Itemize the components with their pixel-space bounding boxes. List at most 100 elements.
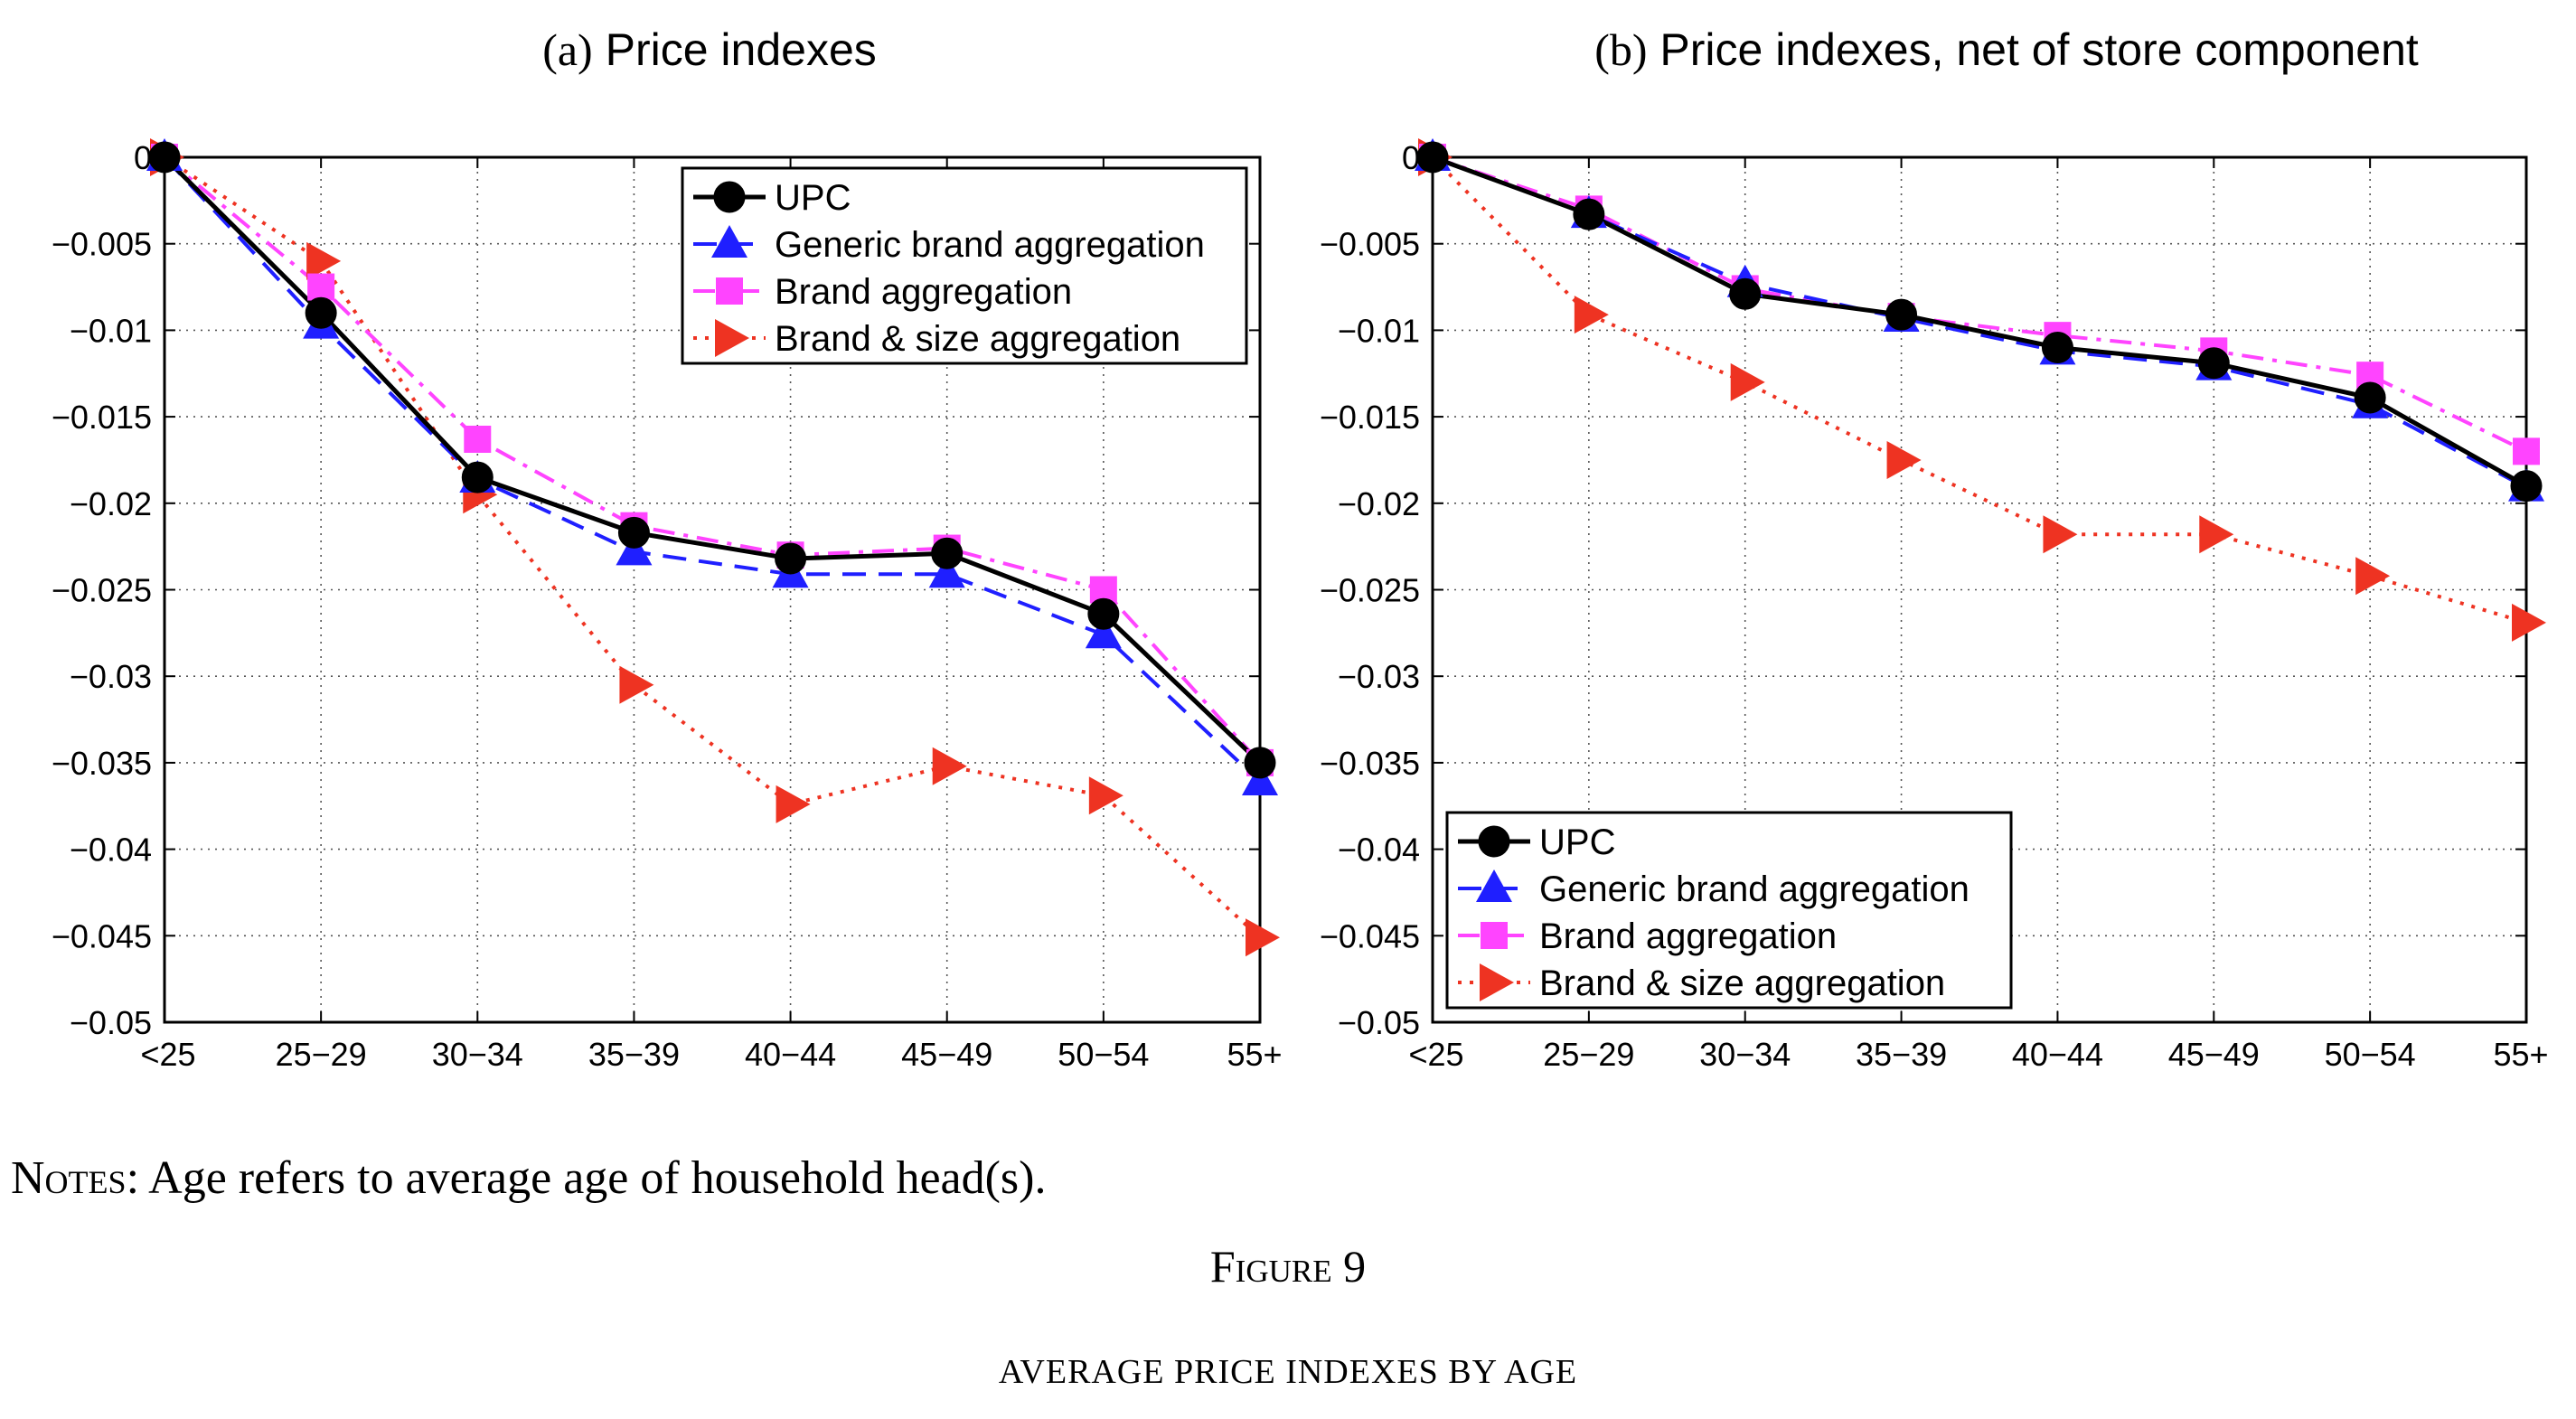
chart-b-point <box>1885 298 1918 331</box>
chart-a-xtick-label: 30−34 <box>432 1036 523 1073</box>
chart-b-point <box>2513 437 2540 465</box>
chart-a-point <box>1246 918 1280 957</box>
chart-a-ytick-label: −0.03 <box>70 658 152 695</box>
chart-b-ytick-label: −0.035 <box>1320 745 1420 782</box>
chart-b-point <box>2199 515 2234 554</box>
chart-a-xtick-label: 25−29 <box>276 1036 367 1073</box>
chart-b-point <box>1574 296 1609 334</box>
chart-a-title-text: Price indexes <box>606 24 877 75</box>
chart-a-ytick-label: −0.02 <box>70 485 152 522</box>
chart-b-point <box>1416 141 1449 174</box>
chart-b-legend-marker <box>1481 922 1508 949</box>
chart-b-legend-label: Brand aggregation <box>1539 916 1837 956</box>
chart-b-point <box>2043 515 2078 554</box>
chart-a-point <box>1244 747 1276 779</box>
chart-b-series-line <box>1431 155 2527 625</box>
chart-b-ytick-label: −0.015 <box>1320 399 1420 436</box>
figure-caption: AVERAGE PRICE INDEXES BY AGE <box>999 1353 1577 1391</box>
chart-a-point <box>307 273 335 301</box>
chart-a-xtick-label: 40−44 <box>745 1036 836 1073</box>
chart-b-point <box>1573 198 1605 230</box>
chart-a-legend-box <box>681 166 1248 365</box>
chart-b-panel-label: (b) <box>1594 24 1647 75</box>
chart-b-point <box>2041 332 2073 364</box>
chart-b-title: (b) Price indexes, net of store componen… <box>1594 24 2419 75</box>
chart-a-legend-label: UPC <box>775 178 851 218</box>
chart-a-ticks: 0 −0.005 −0.01 −0.015 −0.02 −0.025 −0.03 −0.035… <box>52 139 1283 1073</box>
chart-b-point <box>2197 347 2230 380</box>
figure-notes: Notes: Age refers to average age of hous… <box>11 1152 1046 1204</box>
chart-a-legend-marker <box>715 319 749 357</box>
chart-a-xtick-label: 35−39 <box>588 1036 680 1073</box>
chart-b-point <box>2354 381 2386 414</box>
chart-a-point <box>619 665 654 704</box>
chart-a-legend-label: Generic brand aggregation <box>775 225 1205 265</box>
chart-a-ytick-label: −0.05 <box>70 1004 152 1041</box>
chart-a-point <box>776 785 811 823</box>
chart-a-panel-label: (a) <box>542 24 593 75</box>
chart-a-point <box>461 461 494 493</box>
chart-a-point <box>931 537 964 569</box>
chart-b-point <box>2510 470 2543 503</box>
chart-a-point <box>616 532 653 566</box>
chart-b-ytick-label: −0.005 <box>1320 226 1420 263</box>
chart-a-title: (a) Price indexes <box>542 24 877 75</box>
chart-b-ytick-label: −0.02 <box>1338 485 1420 522</box>
chart-a-point <box>775 542 807 575</box>
chart-a-xtick-label: 50−54 <box>1058 1036 1149 1073</box>
chart-b-legend-box <box>1445 811 2013 1010</box>
chart-a-ytick-label: −0.045 <box>52 917 152 954</box>
chart-a-legend-marker <box>713 181 746 213</box>
chart-b-ytick-label: −0.04 <box>1338 832 1420 869</box>
chart-a-point <box>148 141 181 174</box>
chart-b-legend-label: Brand & size aggregation <box>1539 963 1945 1003</box>
chart-b-xtick-label: 25−29 <box>1543 1036 1634 1073</box>
chart-b-point <box>1730 362 1765 401</box>
figure-label: Figure 9 <box>1210 1241 1366 1292</box>
chart-a-ytick-label: −0.015 <box>52 399 152 436</box>
chart-b-xtick-label: 30−34 <box>1699 1036 1791 1073</box>
chart-a-ytick-label: −0.035 <box>52 745 152 782</box>
chart-a-series-line <box>163 155 1262 784</box>
chart-a-point <box>1088 776 1123 815</box>
notes-label: Notes <box>11 1152 127 1204</box>
notes-text: : Age refers to average age of household… <box>127 1152 1047 1204</box>
chart-a-ytick-label: −0.025 <box>52 572 152 609</box>
chart-b-legend-label: Generic brand aggregation <box>1539 869 1970 909</box>
chart-b-legend-marker <box>1480 963 1514 1001</box>
chart-a-ytick-label: −0.04 <box>70 832 152 869</box>
chart-b-legend: UPC Generic brand aggregation Brand aggreg… <box>1445 811 2013 1010</box>
chart-b-series-line <box>1432 155 2528 488</box>
chart-b-ytick-label: −0.03 <box>1338 658 1420 695</box>
chart-a-point <box>305 296 337 329</box>
chart-a-point <box>1242 762 1278 795</box>
chart-a-legend-label: Brand & size aggregation <box>775 319 1180 359</box>
chart-a-xtick-label: <25 <box>140 1036 195 1073</box>
chart-a-series-line <box>163 155 1262 765</box>
chart-a-point <box>464 425 492 453</box>
chart-b-xtick-label: 45−49 <box>2168 1036 2260 1073</box>
chart-b-xtick-label: <25 <box>1408 1036 1463 1073</box>
chart-a-ytick-label: 0 <box>134 139 152 176</box>
chart-b-xtick-label: 40−44 <box>2012 1036 2103 1073</box>
chart-b-ytick-label: −0.05 <box>1338 1004 1420 1041</box>
chart-a-series <box>146 138 1280 957</box>
chart-b-legend-marker <box>1476 869 1512 902</box>
chart-panel-a: (a) Price indexes 0 −0.005 −0.01 −0.015 −0.0… <box>52 24 1283 1073</box>
chart-b-ytick-label: −0.01 <box>1338 312 1420 349</box>
chart-b-title-text: Price indexes, net of store component <box>1659 24 2418 75</box>
chart-a-legend-label: Brand aggregation <box>775 272 1072 312</box>
chart-a-point <box>306 241 342 280</box>
chart-a-xtick-label: 55+ <box>1227 1036 1282 1073</box>
chart-a-series-line <box>163 155 1262 765</box>
chart-b-xtick-label: 55+ <box>2493 1036 2548 1073</box>
chart-a-series-line <box>163 155 1262 939</box>
chart-panel-b: (b) Price indexes, net of store componen… <box>1320 24 2549 1073</box>
chart-b-series <box>1415 138 2546 642</box>
chart-a-point <box>1087 597 1120 630</box>
chart-b-series-line <box>1432 155 2527 454</box>
chart-a-legend: UPC Generic brand aggregation Brand aggreg… <box>681 166 1248 365</box>
chart-a-ytick-label: −0.005 <box>52 226 152 263</box>
chart-b-point <box>1886 440 1922 479</box>
